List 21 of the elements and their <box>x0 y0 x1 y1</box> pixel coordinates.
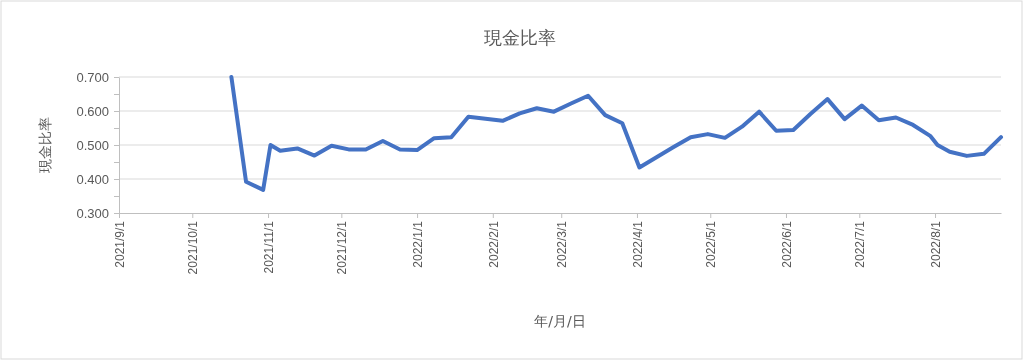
x-tick-label: 2021/10/1 <box>186 220 200 275</box>
x-tick-label: 2021/12/1 <box>335 220 350 275</box>
y-tick-label: 0.700 <box>76 69 109 85</box>
x-tick-label: 2022/2/1 <box>486 220 501 268</box>
x-axis-title: 年/月/日 <box>534 313 586 329</box>
x-tick-label: 2022/6/1 <box>779 220 794 268</box>
x-tick-label: 2022/3/1 <box>554 220 569 268</box>
y-axis-title: 現金比率 <box>37 117 53 173</box>
x-tick-label: 2022/5/1 <box>703 220 718 268</box>
chart-title: 現金比率 <box>484 27 556 48</box>
y-tick-label: 0.600 <box>76 103 109 119</box>
y-tick-label: 0.500 <box>76 137 109 153</box>
line-series <box>229 75 1003 192</box>
x-tick-label: 2021/9/1 <box>112 220 127 268</box>
x-tick-label: 2021/11/1 <box>261 220 276 274</box>
y-tick-label: 0.400 <box>76 171 109 187</box>
x-tick-label: 2022/8/1 <box>928 220 943 268</box>
y-tick-label: 0.300 <box>76 205 109 221</box>
x-tick-label: 2022/1/1 <box>410 220 425 268</box>
x-tick-label: 2022/7/1 <box>852 220 867 268</box>
x-tick-label: 2022/4/1 <box>630 220 645 268</box>
